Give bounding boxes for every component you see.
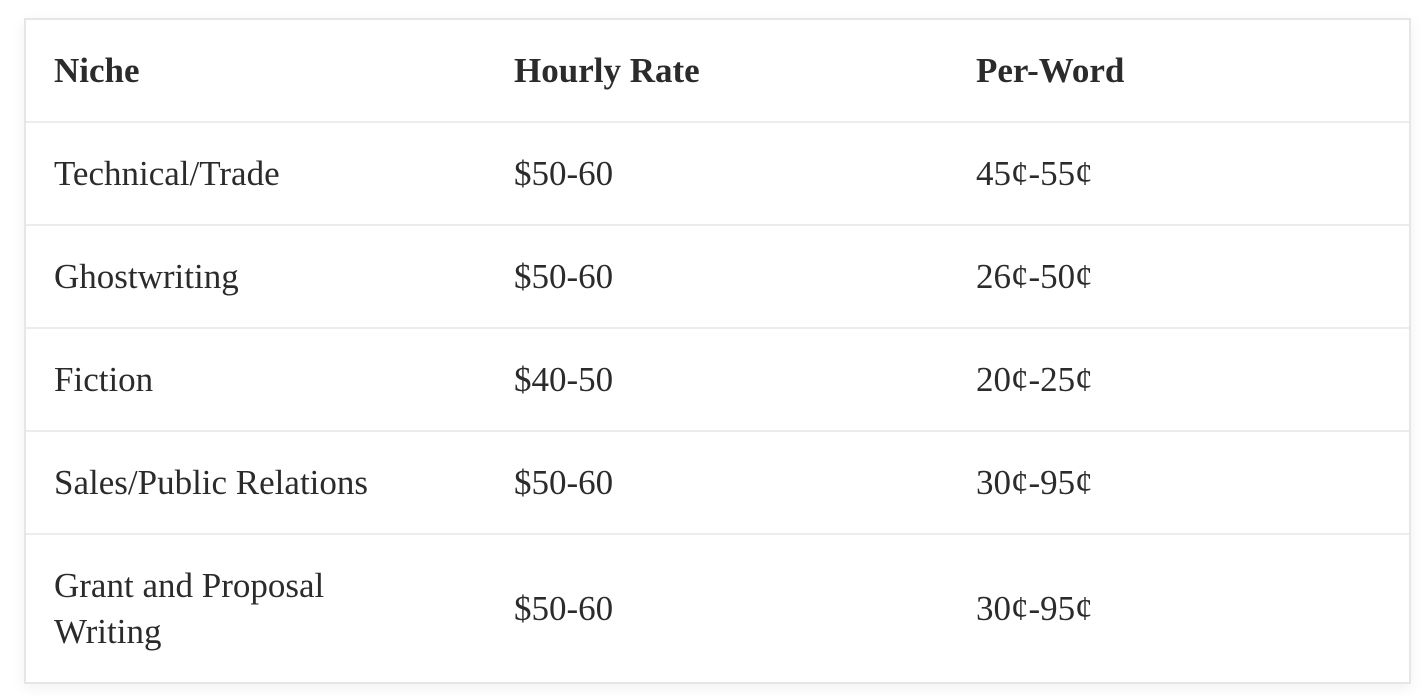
cell-per-word: 30¢-95¢	[948, 430, 1409, 534]
cell-hourly-rate: $40-50	[486, 327, 948, 431]
header-hourly-rate: Hourly Rate	[514, 50, 700, 90]
table-row: Ghostwriting $50-60 26¢-50¢	[26, 224, 1409, 328]
cell-hourly-rate: $50-60	[486, 224, 948, 328]
cell-per-word: 45¢-55¢	[948, 121, 1409, 225]
cell-hourly-rate: $50-60	[486, 533, 948, 682]
header-per-word: Per-Word	[976, 50, 1125, 90]
rates-table: Niche Hourly Rate Per-Word Technical/Tra…	[26, 20, 1409, 682]
cell-niche: Technical/Trade	[26, 121, 486, 225]
cell-per-word: 20¢-25¢	[948, 327, 1409, 431]
cell-hourly-rate: $50-60	[486, 121, 948, 225]
table-row: Fiction $40-50 20¢-25¢	[26, 327, 1409, 431]
table-row: Grant and Proposal Writing $50-60 30¢-95…	[26, 533, 1409, 682]
cell-per-word: 26¢-50¢	[948, 224, 1409, 328]
table-row: Sales/Public Relations $50-60 30¢-95¢	[26, 430, 1409, 534]
cell-niche: Grant and Proposal Writing	[26, 533, 486, 682]
cell-niche: Sales/Public Relations	[26, 430, 486, 534]
cell-per-word: 30¢-95¢	[948, 533, 1409, 682]
cell-niche: Fiction	[26, 327, 486, 431]
cell-hourly-rate: $50-60	[486, 430, 948, 534]
header-niche: Niche	[54, 50, 140, 90]
rates-table-container: Niche Hourly Rate Per-Word Technical/Tra…	[24, 18, 1411, 684]
cell-niche: Ghostwriting	[26, 224, 486, 328]
table-row: Technical/Trade $50-60 45¢-55¢	[26, 121, 1409, 225]
table-header-row: Niche Hourly Rate Per-Word	[26, 20, 1409, 122]
